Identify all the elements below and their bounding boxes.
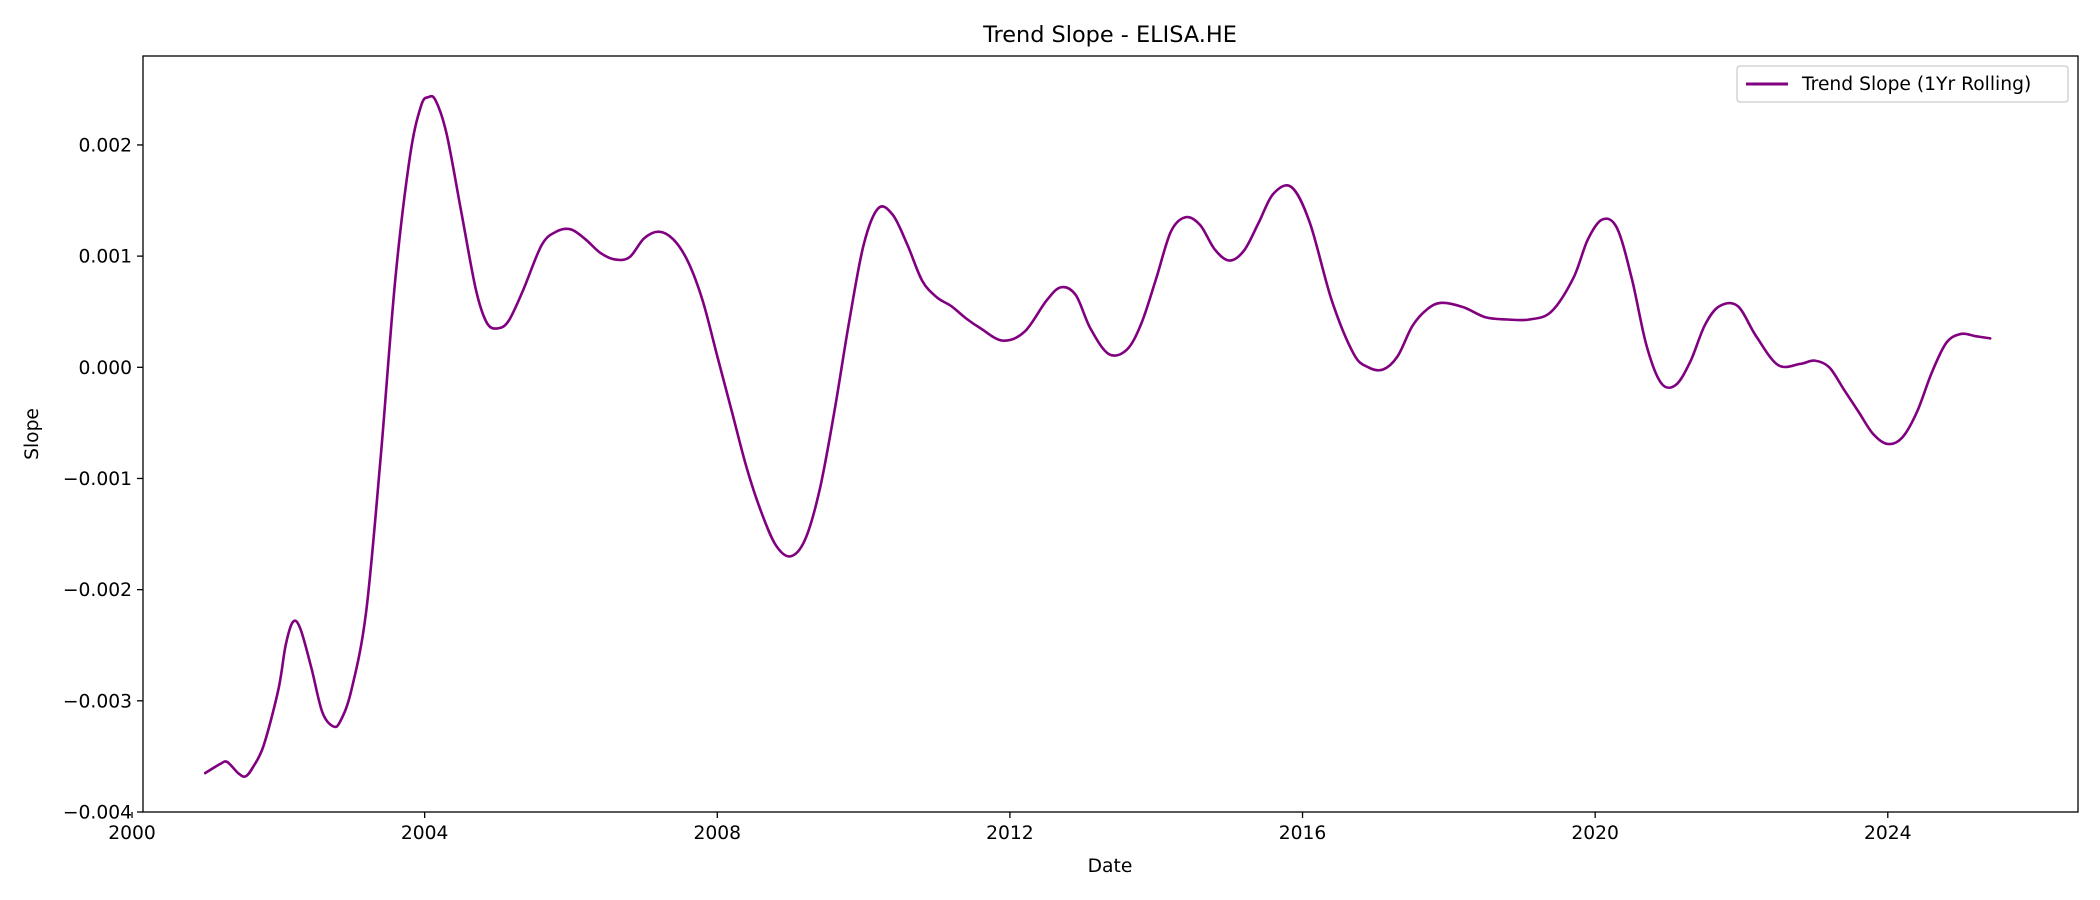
x-tick-label: 2008 <box>694 823 742 844</box>
x-axis-title: Date <box>1088 856 1133 877</box>
series-layer <box>203 94 1992 778</box>
chart-title: Trend Slope - ELISA.HE <box>982 22 1237 48</box>
x-tick-label: 2004 <box>401 823 449 844</box>
legend-box <box>1736 65 2069 103</box>
legend-label: Trend Slope (1Yr Rolling) <box>1801 74 2031 95</box>
y-tick-label: 0.000 <box>79 358 133 379</box>
y-tick-label: 0.002 <box>79 135 133 156</box>
y-tick-label: −0.001 <box>63 469 132 490</box>
x-tick-label: 2016 <box>1279 823 1327 844</box>
legend: Trend Slope (1Yr Rolling) <box>1736 65 2069 103</box>
y-tick-label: −0.003 <box>63 691 132 712</box>
x-tick-label: 2024 <box>1864 823 1912 844</box>
x-tick-label: 2000 <box>108 823 156 844</box>
y-axis: −0.004 −0.003 −0.002 −0.001 0.000 0.001 0.002 <box>63 135 143 824</box>
series-line-0 <box>203 94 1992 778</box>
plot-area-frame <box>142 55 2079 813</box>
y-tick-label: −0.002 <box>63 580 132 601</box>
x-tick-label: 2020 <box>1571 823 1619 844</box>
y-axis-title: Slope <box>22 408 43 460</box>
x-tick-label: 2012 <box>986 823 1034 844</box>
x-axis: 2000 2004 2008 2012 2016 2020 2024 <box>108 812 1912 844</box>
y-tick-label: 0.001 <box>79 247 133 268</box>
y-tick-label: −0.004 <box>63 803 132 824</box>
